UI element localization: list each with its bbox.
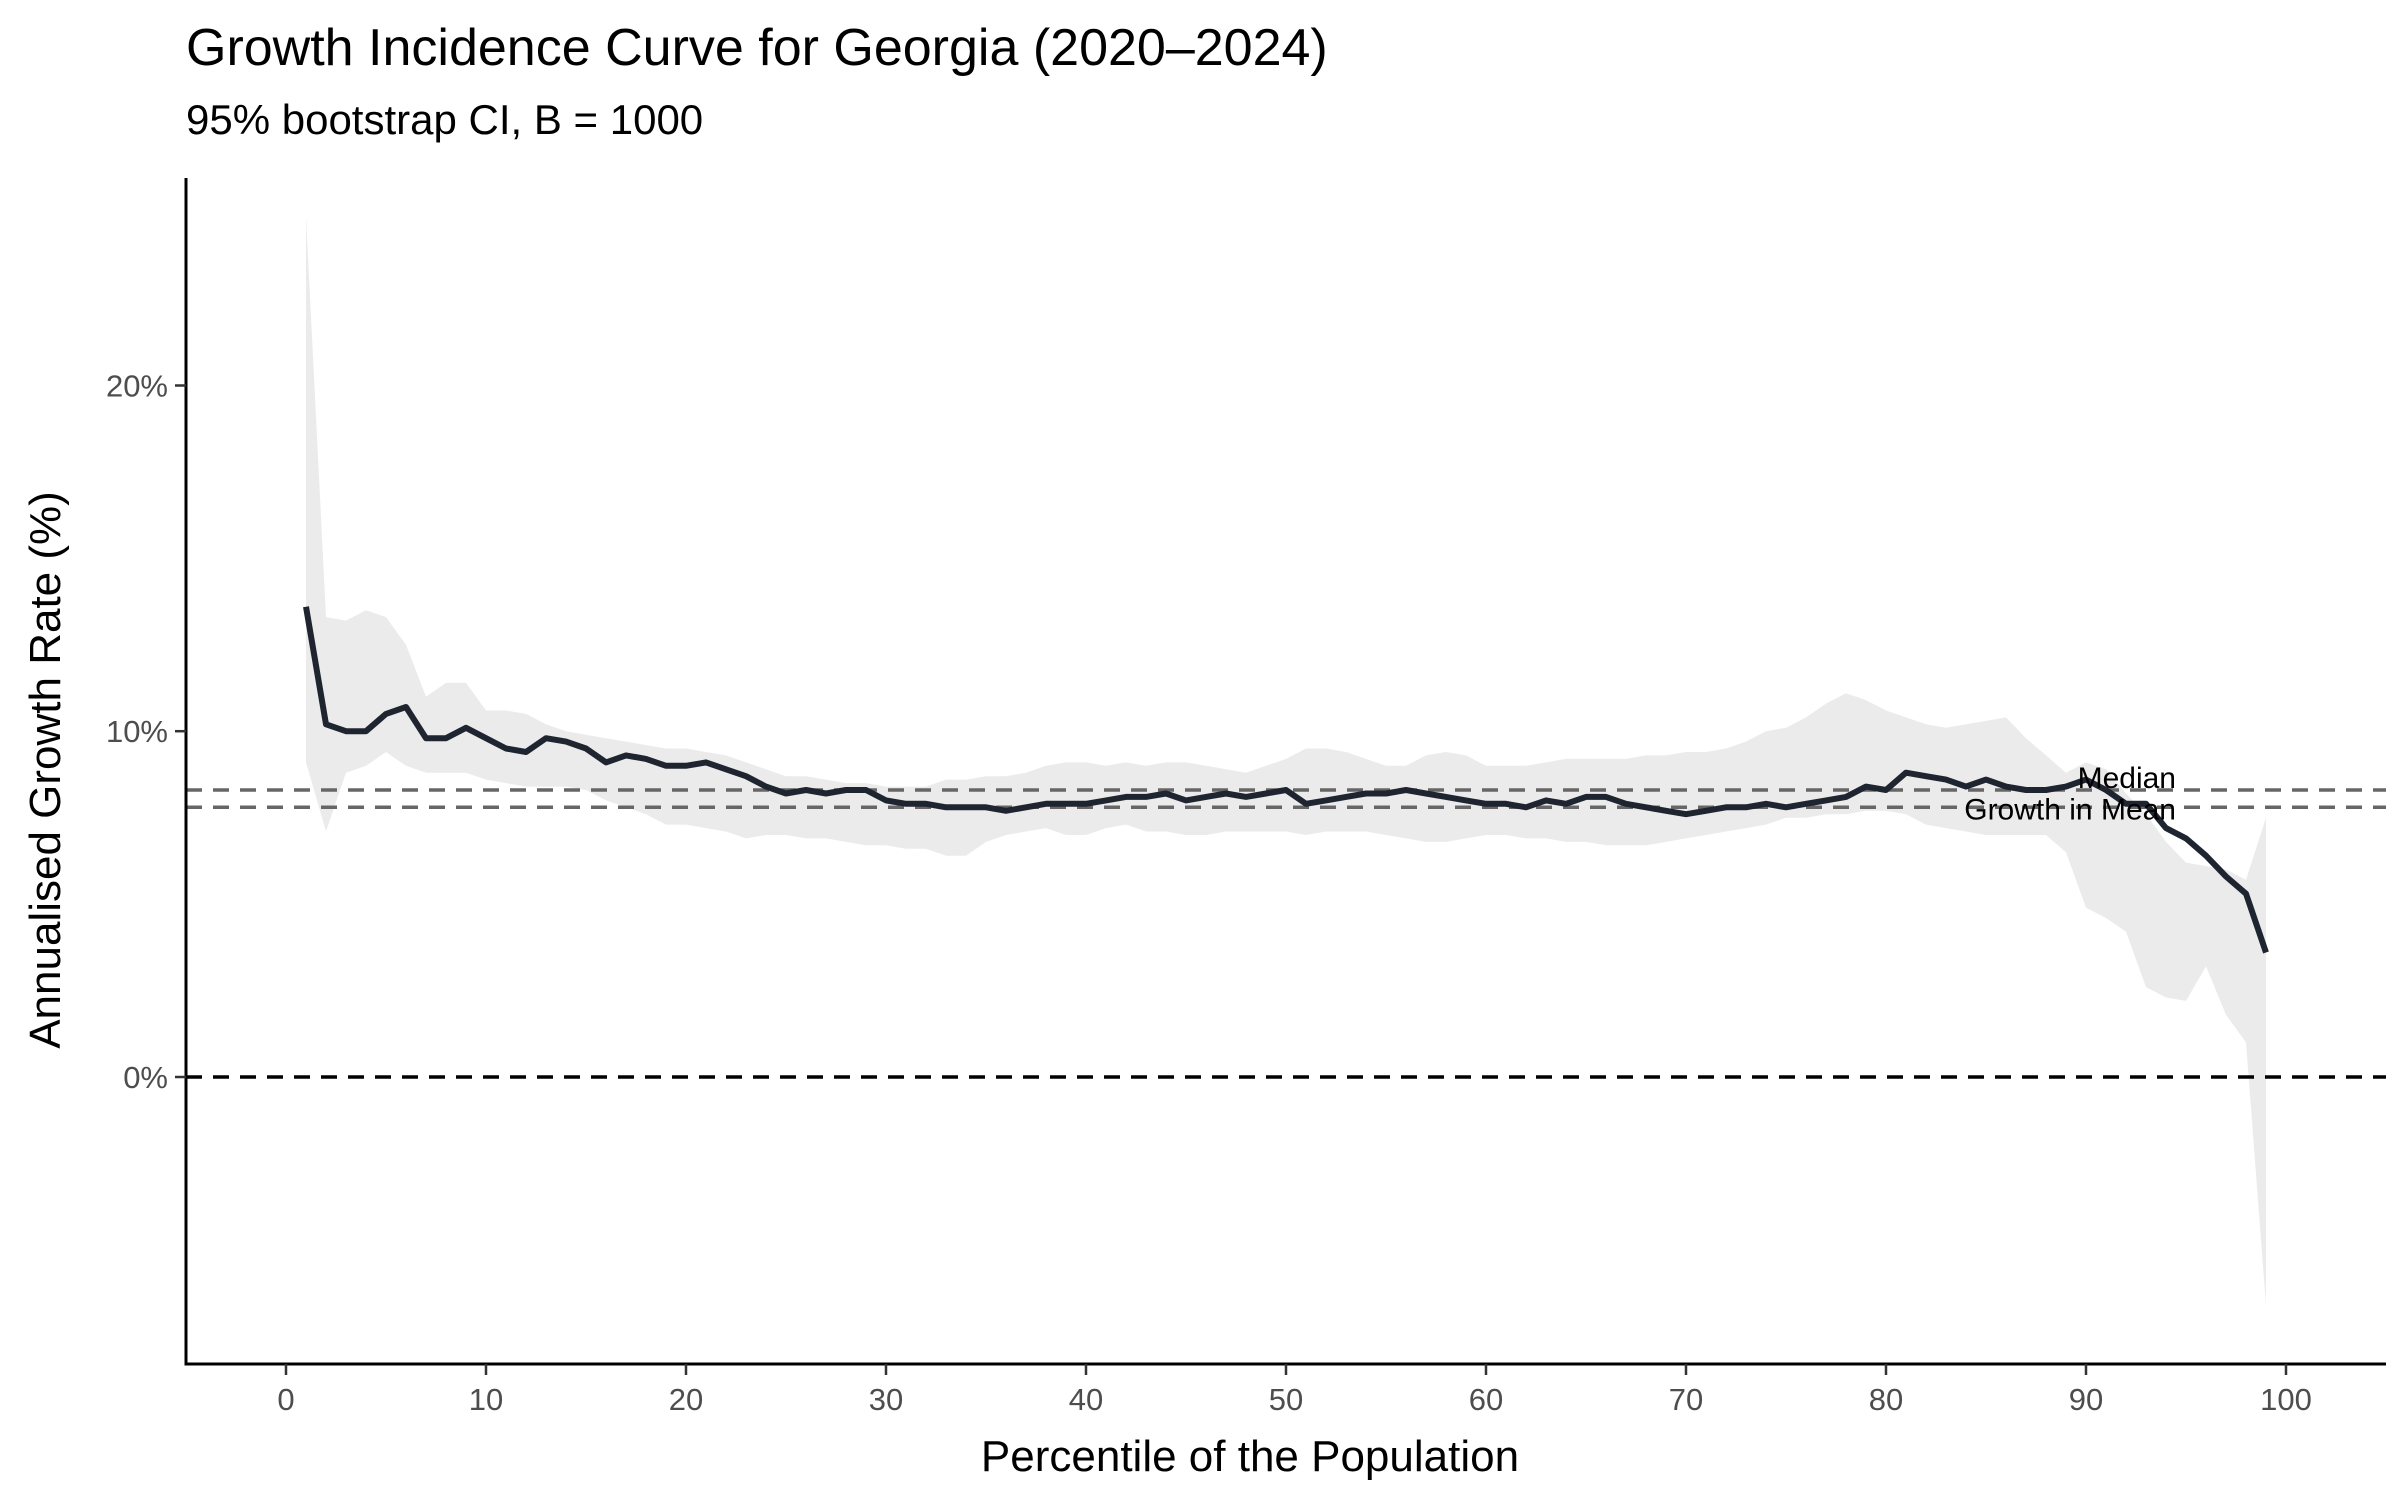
confidence-band: [306, 216, 2266, 1306]
x-axis-title: Percentile of the Population: [981, 1432, 1519, 1481]
y-axis-title: Annualised Growth Rate (%): [21, 491, 70, 1049]
x-tick-label: 20: [669, 1382, 703, 1417]
x-tick-label: 50: [1269, 1382, 1303, 1417]
x-tick-label: 90: [2069, 1382, 2103, 1417]
y-tick-label: 0%: [123, 1060, 168, 1095]
x-tick-label: 70: [1669, 1382, 1703, 1417]
confidence-band-layer: [306, 216, 2266, 1306]
chart-subtitle: 95% bootstrap CI, B = 1000: [186, 96, 704, 143]
x-tick-label: 30: [869, 1382, 903, 1417]
reference-label-growth-in-mean: Growth in Mean: [1964, 793, 2176, 826]
x-tick-label: 0: [277, 1382, 294, 1417]
y-tick-label: 10%: [106, 714, 168, 749]
reference-label-median: Median: [2078, 762, 2176, 795]
x-tick-label: 100: [2260, 1382, 2312, 1417]
series-line-layer: [303, 606, 2269, 954]
axes-layer: 0 10 20 30 40 50 60 70 80 90 100 0% 10% 20%: [106, 178, 2386, 1417]
reference-lines-layer: [186, 788, 2386, 1079]
x-tick-label: 10: [469, 1382, 503, 1417]
x-tick-label: 80: [1869, 1382, 1903, 1417]
series-line: [303, 606, 2269, 954]
x-tick-label: 40: [1069, 1382, 1103, 1417]
chart-title: Growth Incidence Curve for Georgia (2020…: [186, 19, 1328, 77]
y-tick-label: 20%: [106, 369, 168, 404]
x-tick-label: 60: [1469, 1382, 1503, 1417]
